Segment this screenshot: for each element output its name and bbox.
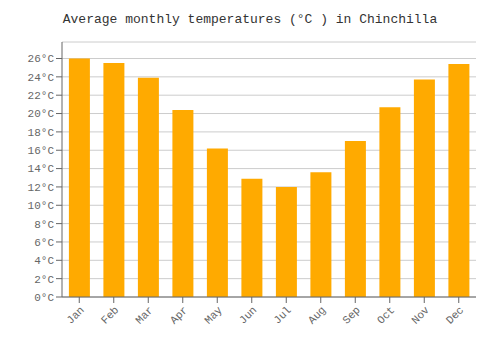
svg-text:18°C: 18°C [28,127,55,139]
svg-text:Jul: Jul [271,304,293,326]
svg-text:22°C: 22°C [28,90,55,102]
svg-text:24°C: 24°C [28,72,55,84]
svg-text:Apr: Apr [168,304,190,326]
svg-text:14°C: 14°C [28,163,55,175]
svg-text:Nov: Nov [409,304,432,327]
svg-text:Aug: Aug [306,304,328,326]
svg-text:16°C: 16°C [28,145,55,157]
html-text:Average monthly temperatures (: Average monthly temperatures (°C ) in Ch… [62,12,438,27]
svg-text:6°C: 6°C [34,237,54,249]
svg-text:Jun: Jun [237,304,259,326]
svg-text:10°C: 10°C [28,200,55,212]
svg-text:4°C: 4°C [34,255,54,267]
svg-text:Oct: Oct [375,304,397,326]
svg-text:20°C: 20°C [28,108,55,120]
svg-text:May: May [202,304,225,327]
svg-text:26°C: 26°C [28,53,55,65]
svg-text:8°C: 8°C [34,219,54,231]
svg-text:0°C: 0°C [34,292,54,304]
svg-text:12°C: 12°C [28,182,55,194]
svg-text:Mar: Mar [133,304,155,326]
svg-text:Dec: Dec [444,304,466,326]
svg-text:Feb: Feb [99,304,121,326]
svg-text:Jan: Jan [64,304,86,326]
svg-text:2°C: 2°C [34,274,54,286]
svg-text:Sep: Sep [340,304,362,326]
